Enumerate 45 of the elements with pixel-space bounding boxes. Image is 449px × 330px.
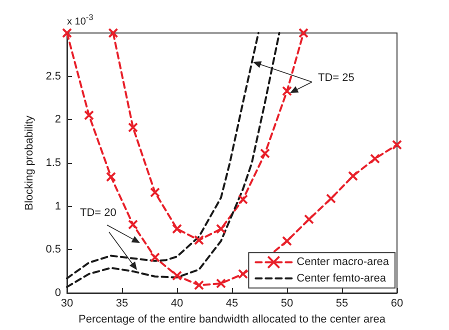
text: x 10$^{-3}$ — [67, 12, 94, 28]
x-tick-label: 60 — [390, 298, 404, 310]
point — [150, 187, 160, 198]
y-tick-label: 2.5 — [46, 70, 61, 82]
point — [238, 268, 248, 279]
point — [108, 28, 118, 38]
legend-label: Center femto-area — [296, 272, 387, 284]
point — [238, 194, 248, 204]
x-tick-label: 35 — [116, 298, 128, 310]
point — [128, 220, 138, 230]
x-tick-label: 50 — [280, 298, 294, 310]
point — [370, 154, 380, 164]
x-tick-label: 40 — [170, 298, 184, 310]
point — [392, 140, 402, 150]
point — [172, 224, 182, 234]
point — [326, 194, 336, 204]
y-tick-label: 0 — [54, 287, 61, 299]
point — [216, 278, 226, 288]
point — [194, 235, 204, 246]
point — [84, 110, 94, 120]
x-axis-title: Percentage of the entire bandwidth allocated to the center area — [78, 313, 386, 326]
y-tick-label: 1.5 — [46, 157, 61, 169]
annotation: TD= 20 — [80, 207, 116, 219]
point — [62, 28, 72, 38]
point — [216, 224, 226, 234]
point — [260, 148, 270, 158]
point — [194, 280, 204, 290]
x-tick-label: 30 — [60, 298, 74, 310]
point — [106, 172, 116, 182]
x-tick-label: 55 — [336, 298, 348, 310]
point — [282, 236, 292, 246]
point — [172, 270, 182, 281]
point — [150, 252, 160, 262]
point — [282, 86, 292, 96]
y-tick-label: 0.5 — [46, 244, 61, 256]
point — [348, 171, 358, 181]
y-tick-label: 1 — [54, 200, 61, 212]
y-tick-label: 2 — [54, 114, 61, 126]
annotation: TD= 25 — [318, 72, 354, 84]
y-axis-title: Blocking probability — [23, 115, 36, 210]
point — [128, 122, 138, 132]
legend-label: Center macro-area — [296, 256, 390, 268]
x-tick-label: 45 — [226, 298, 238, 310]
point — [298, 28, 308, 38]
point — [304, 214, 314, 224]
